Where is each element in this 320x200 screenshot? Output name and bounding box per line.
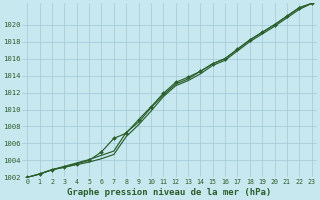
X-axis label: Graphe pression niveau de la mer (hPa): Graphe pression niveau de la mer (hPa) <box>67 188 272 197</box>
